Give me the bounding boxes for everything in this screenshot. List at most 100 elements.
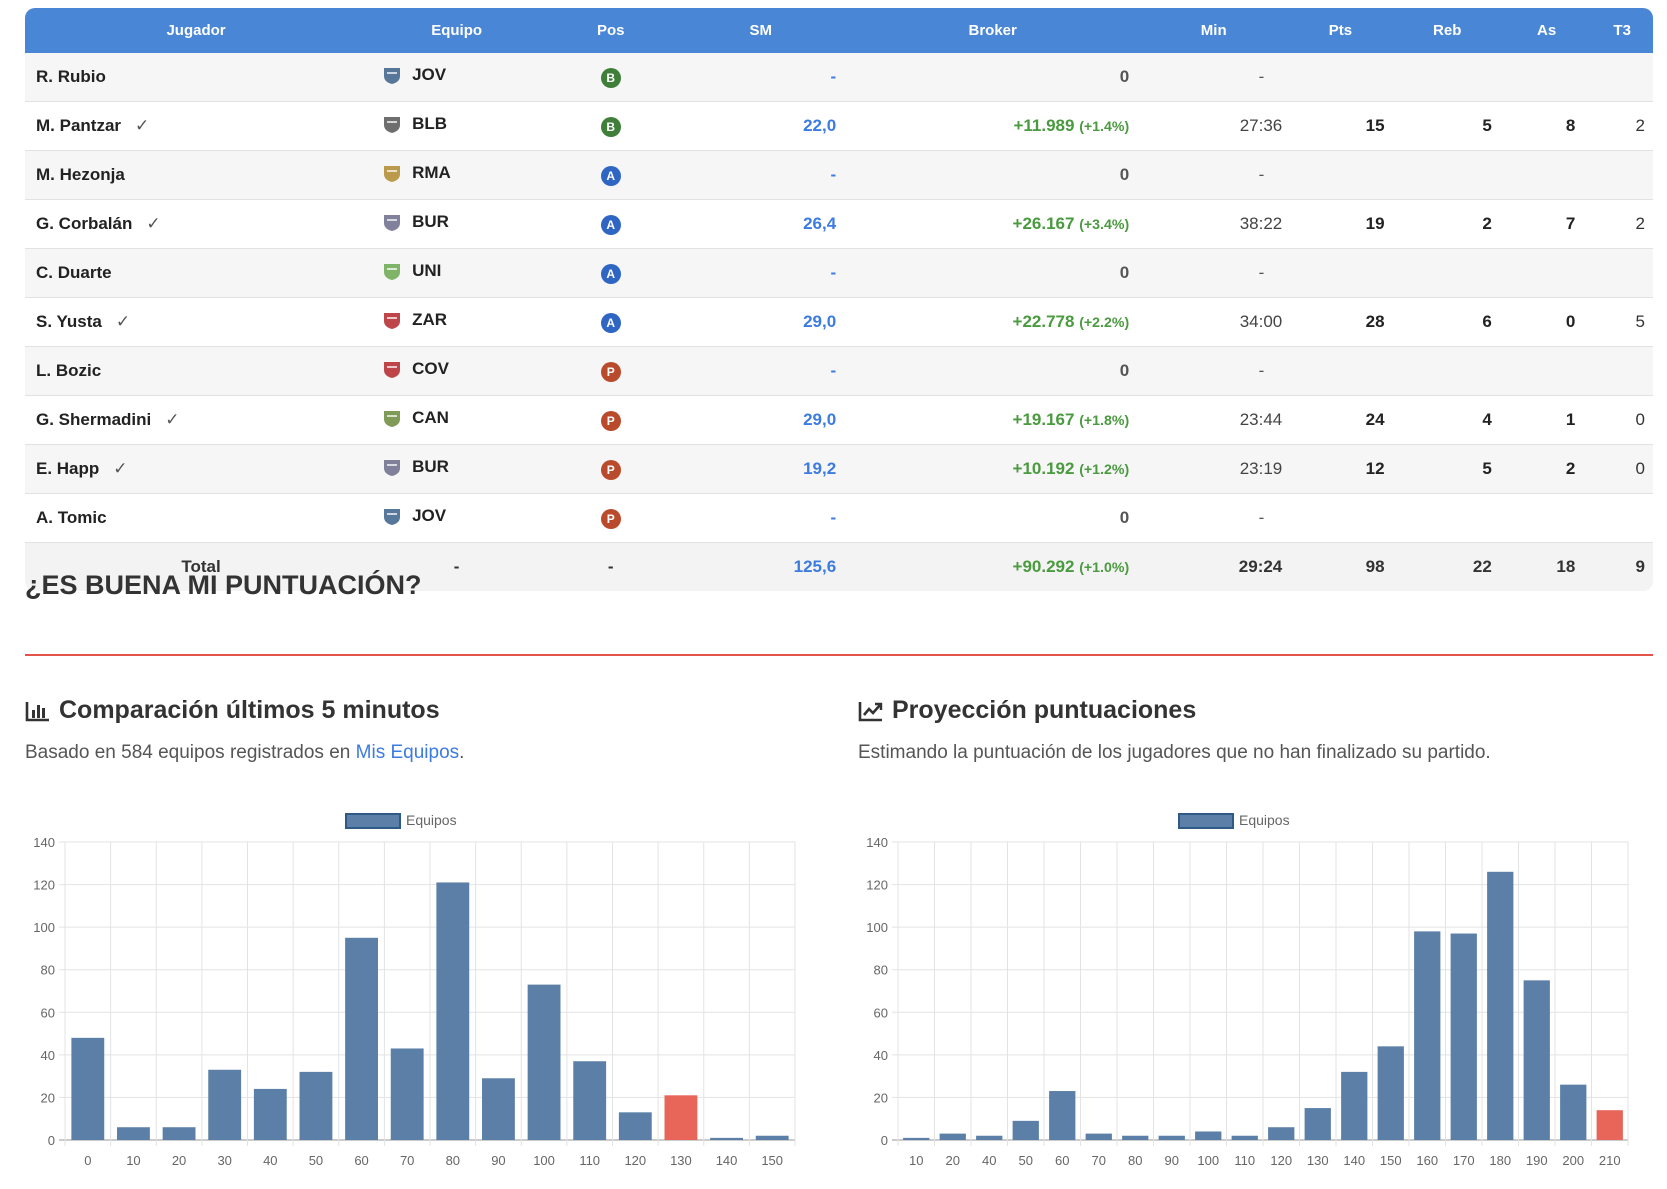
player-name[interactable]: G. Corbalán bbox=[36, 214, 133, 233]
total-min: 29:24 bbox=[1139, 543, 1289, 591]
t3-value bbox=[1591, 53, 1653, 102]
pts-value: 12 bbox=[1288, 445, 1393, 494]
x-tick-label: 140 bbox=[716, 1153, 738, 1168]
team-code: BUR bbox=[412, 211, 449, 231]
col-header-t3[interactable]: T3 bbox=[1591, 8, 1653, 53]
reb-value bbox=[1392, 151, 1502, 200]
player-name[interactable]: G. Shermadini bbox=[36, 410, 152, 429]
chart-legend: Equipos bbox=[1178, 812, 1290, 829]
y-tick-label: 100 bbox=[866, 920, 888, 935]
bar bbox=[1085, 1133, 1112, 1140]
bar bbox=[1049, 1091, 1076, 1140]
as-value: 2 bbox=[1501, 445, 1592, 494]
col-header-pos[interactable]: Pos bbox=[546, 8, 676, 53]
table-row[interactable]: M. Hezonja RMA A - 0 - bbox=[25, 151, 1653, 200]
x-tick-label: 100 bbox=[533, 1153, 555, 1168]
min-value: - bbox=[1139, 53, 1289, 102]
projection-chart: Equipos 0 20 40 60 80 100 120 140 10 20 40 50 60 70 80 9… bbox=[866, 812, 1629, 1168]
bar bbox=[1195, 1131, 1222, 1140]
as-value: 7 bbox=[1501, 200, 1592, 249]
reb-value: 5 bbox=[1392, 102, 1502, 151]
table-row[interactable]: E. Happ ✓ BUR P 19,2 +10.192 (+1.2%) 23:1… bbox=[25, 445, 1653, 494]
x-tick-label: 100 bbox=[1197, 1153, 1219, 1168]
t3-value: 0 bbox=[1591, 396, 1653, 445]
player-name[interactable]: M. Pantzar bbox=[36, 116, 122, 135]
x-tick-label: 10 bbox=[909, 1153, 923, 1168]
table-row[interactable]: A. Tomic JOV P - 0 - bbox=[25, 494, 1653, 543]
sm-value: 29,0 bbox=[803, 312, 837, 331]
col-header-pts[interactable]: Pts bbox=[1288, 8, 1393, 53]
col-header-sm[interactable]: SM bbox=[675, 8, 847, 53]
player-name[interactable]: R. Rubio bbox=[36, 67, 106, 86]
mis-equipos-link[interactable]: Mis Equipos bbox=[355, 742, 460, 763]
broker-value: +19.167 bbox=[1012, 410, 1075, 429]
col-header-broker[interactable]: Broker bbox=[846, 8, 1140, 53]
player-name[interactable]: S. Yusta bbox=[36, 312, 102, 331]
bar bbox=[1341, 1071, 1368, 1140]
player-name[interactable]: C. Duarte bbox=[36, 263, 112, 282]
min-value: - bbox=[1139, 347, 1289, 396]
bar bbox=[527, 984, 561, 1140]
legend-swatch bbox=[345, 813, 401, 829]
y-tick-label: 80 bbox=[874, 963, 888, 978]
section-title: ¿ES BUENA MI PUNTUACIÓN? bbox=[25, 570, 422, 600]
col-header-as[interactable]: As bbox=[1501, 8, 1592, 53]
as-value bbox=[1501, 53, 1592, 102]
team-crest-icon bbox=[384, 67, 401, 84]
sm-value: 29,0 bbox=[803, 410, 837, 429]
reb-value bbox=[1392, 249, 1502, 298]
bar-chart-icon bbox=[25, 701, 49, 721]
t3-value bbox=[1591, 249, 1653, 298]
table-row[interactable]: G. Corbalán ✓ BUR A 26,4 +26.167 (+3.4%) … bbox=[25, 200, 1653, 249]
as-value: 1 bbox=[1501, 396, 1592, 445]
total-pos: - bbox=[546, 543, 676, 591]
y-tick-label: 80 bbox=[41, 963, 55, 978]
min-value: 23:19 bbox=[1139, 445, 1289, 494]
position-badge: P bbox=[600, 410, 621, 431]
player-name[interactable]: E. Happ bbox=[36, 459, 100, 478]
broker-value: +10.192 bbox=[1012, 459, 1075, 478]
check-icon: ✓ bbox=[135, 116, 150, 135]
col-header-equipo[interactable]: Equipo bbox=[367, 8, 547, 53]
legend-label: Equipos bbox=[1239, 812, 1290, 828]
total-reb: 22 bbox=[1392, 543, 1502, 591]
bar bbox=[1377, 1046, 1404, 1140]
x-tick-label: 70 bbox=[1092, 1153, 1106, 1168]
player-name[interactable]: L. Bozic bbox=[36, 361, 102, 380]
chart1-subtitle-suffix: . bbox=[459, 742, 465, 763]
pts-value bbox=[1288, 53, 1393, 102]
bar bbox=[436, 882, 470, 1140]
player-name[interactable]: A. Tomic bbox=[36, 508, 107, 527]
table-row[interactable]: S. Yusta ✓ ZAR A 29,0 +22.778 (+2.2%) 34:… bbox=[25, 298, 1653, 347]
x-tick-label: 20 bbox=[172, 1153, 186, 1168]
col-header-reb[interactable]: Reb bbox=[1392, 8, 1502, 53]
broker-value: 0 bbox=[1119, 361, 1130, 380]
x-tick-label: 50 bbox=[1019, 1153, 1033, 1168]
broker-value: 0 bbox=[1119, 165, 1130, 184]
x-tick-label: 140 bbox=[1343, 1153, 1365, 1168]
player-name[interactable]: M. Hezonja bbox=[36, 165, 125, 184]
y-tick-label: 40 bbox=[41, 1048, 55, 1063]
team-code: COV bbox=[412, 358, 449, 378]
reb-value: 6 bbox=[1392, 298, 1502, 347]
sm-value: 19,2 bbox=[803, 459, 837, 478]
broker-pct: (+1.2%) bbox=[1079, 462, 1130, 478]
team-code: ZAR bbox=[412, 309, 448, 329]
x-tick-label: 60 bbox=[354, 1153, 368, 1168]
table-row[interactable]: R. Rubio JOV B - 0 - bbox=[25, 53, 1653, 102]
table-row[interactable]: L. Bozic COV P - 0 - bbox=[25, 347, 1653, 396]
x-tick-label: 90 bbox=[491, 1153, 505, 1168]
table-header-row: Jugador Equipo Pos SM Broker Min Pts Reb… bbox=[25, 8, 1653, 53]
x-tick-label: 120 bbox=[1270, 1153, 1292, 1168]
table-row[interactable]: C. Duarte UNI A - 0 - bbox=[25, 249, 1653, 298]
table-row[interactable]: G. Shermadini ✓ CAN P 29,0 +19.167 (+1.8%… bbox=[25, 396, 1653, 445]
min-value: - bbox=[1139, 494, 1289, 543]
col-header-min[interactable]: Min bbox=[1139, 8, 1289, 53]
section-divider bbox=[25, 654, 1653, 656]
table-row[interactable]: M. Pantzar ✓ BLB B 22,0 +11.989 (+1.4%) 2… bbox=[25, 102, 1653, 151]
col-header-jugador[interactable]: Jugador bbox=[25, 8, 368, 53]
broker-pct: (+1.8%) bbox=[1079, 413, 1130, 429]
x-tick-label: 40 bbox=[982, 1153, 996, 1168]
bar bbox=[939, 1133, 966, 1140]
reb-value bbox=[1392, 347, 1502, 396]
